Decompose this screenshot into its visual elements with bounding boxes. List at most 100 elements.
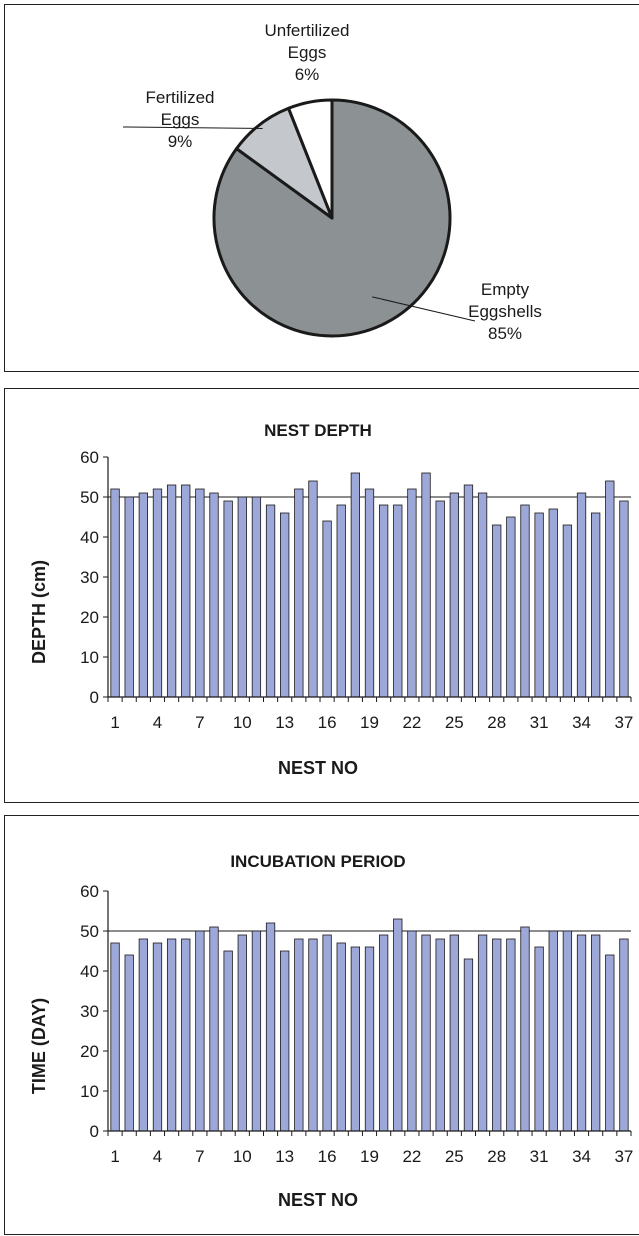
bar	[280, 950, 290, 1132]
slice-label: Unfertilized	[264, 21, 349, 40]
bar	[548, 508, 558, 698]
bar	[308, 480, 318, 698]
bar	[350, 472, 361, 698]
bar	[492, 938, 502, 1132]
pie-chart-panel: Empty Eggshells 85% Fertilized Eggs 9% Unferti…	[4, 4, 639, 372]
bar	[378, 934, 389, 1132]
bar	[237, 934, 247, 1132]
pie-chart: Empty Eggshells 85% Fertilized Eggs 9% Unferti…	[122, 21, 542, 343]
bar	[138, 938, 148, 1132]
y-tick-label: 10	[80, 648, 99, 667]
x-tick-label: 16	[318, 1147, 337, 1166]
bar	[251, 496, 262, 698]
bar	[223, 950, 233, 1132]
x-axis-title: NEST NO	[278, 758, 358, 778]
x-tick-label: 22	[402, 1147, 421, 1166]
x-tick-label: 31	[530, 1147, 549, 1166]
x-tick-label: 28	[487, 713, 506, 732]
x-tick-label: 4	[153, 1147, 162, 1166]
bar	[548, 930, 558, 1132]
y-tick-label: 40	[80, 962, 99, 981]
bar	[336, 942, 346, 1132]
bar	[421, 934, 431, 1132]
chart-title: INCUBATION PERIOD	[230, 852, 405, 871]
chart-title: NEST DEPTH	[264, 421, 372, 440]
bar	[152, 942, 163, 1132]
bar	[181, 938, 191, 1132]
bar	[209, 492, 219, 698]
bar	[350, 946, 361, 1132]
bar	[336, 504, 346, 698]
bar	[110, 488, 120, 698]
bar	[265, 504, 276, 698]
x-tick-label: 1	[110, 1147, 119, 1166]
bar	[294, 938, 304, 1132]
x-tick-label: 1	[110, 713, 119, 732]
leader-line	[372, 296, 476, 322]
bar	[195, 488, 205, 698]
pie-slice	[287, 98, 334, 220]
y-tick-label: 20	[80, 1042, 99, 1061]
bar	[393, 918, 403, 1132]
x-axis-title: NEST NO	[278, 1190, 358, 1210]
slice-label: 9%	[168, 132, 193, 151]
bar	[265, 922, 276, 1132]
y-tick-label: 50	[80, 488, 99, 507]
x-tick-label: 10	[233, 713, 252, 732]
y-tick-label: 0	[90, 1122, 99, 1141]
bar	[506, 938, 516, 1132]
bar	[591, 934, 601, 1132]
bar	[364, 488, 375, 698]
bar	[166, 938, 177, 1132]
x-tick-label: 25	[445, 713, 464, 732]
bar	[138, 492, 148, 698]
slice-label: 85%	[488, 324, 522, 343]
y-tick-label: 60	[80, 448, 99, 467]
bar	[576, 492, 587, 698]
bar	[562, 930, 573, 1132]
bar	[209, 926, 219, 1132]
bar	[449, 934, 459, 1132]
bar	[124, 496, 134, 698]
bar	[237, 496, 247, 698]
x-tick-label: 19	[360, 1147, 379, 1166]
nest-depth-chart-panel: NEST DEPTH NEST NO DEPTH (cm) 0 10 20 30 40 5…	[4, 388, 639, 803]
x-tick-label: 4	[153, 713, 162, 732]
bar	[520, 926, 530, 1132]
incubation-period-chart-panel: INCUBATION PERIOD NEST NO TIME (DAY) 0 10…	[4, 815, 639, 1235]
bar	[534, 946, 544, 1132]
x-tick-label: 16	[318, 713, 337, 732]
bar	[421, 472, 431, 698]
bar	[605, 954, 615, 1132]
y-tick-label: 20	[80, 608, 99, 627]
bar	[463, 958, 474, 1132]
bar	[223, 500, 233, 698]
bar	[591, 512, 601, 698]
bar	[393, 504, 403, 698]
bar	[463, 484, 474, 698]
bar	[280, 512, 290, 698]
y-tick-label: 30	[80, 1002, 99, 1021]
bar	[435, 500, 445, 698]
bar	[322, 934, 332, 1132]
y-tick-label: 0	[90, 688, 99, 707]
bar	[492, 524, 502, 698]
y-tick-label: 40	[80, 528, 99, 547]
bar	[322, 520, 332, 698]
bar	[407, 930, 417, 1132]
bar	[407, 488, 417, 698]
bar	[619, 500, 629, 698]
bar	[364, 946, 375, 1132]
x-tick-label: 34	[572, 1147, 591, 1166]
x-tick-label: 7	[195, 1147, 204, 1166]
bar	[605, 480, 615, 698]
y-axis-title: DEPTH (cm)	[29, 560, 49, 664]
bar	[181, 484, 191, 698]
bar	[251, 930, 262, 1132]
bar	[534, 512, 544, 698]
bar	[152, 488, 163, 698]
x-tick-label: 34	[572, 713, 591, 732]
slice-label: Eggs	[161, 110, 200, 129]
bar	[294, 488, 304, 698]
slice-label: 6%	[295, 65, 320, 84]
